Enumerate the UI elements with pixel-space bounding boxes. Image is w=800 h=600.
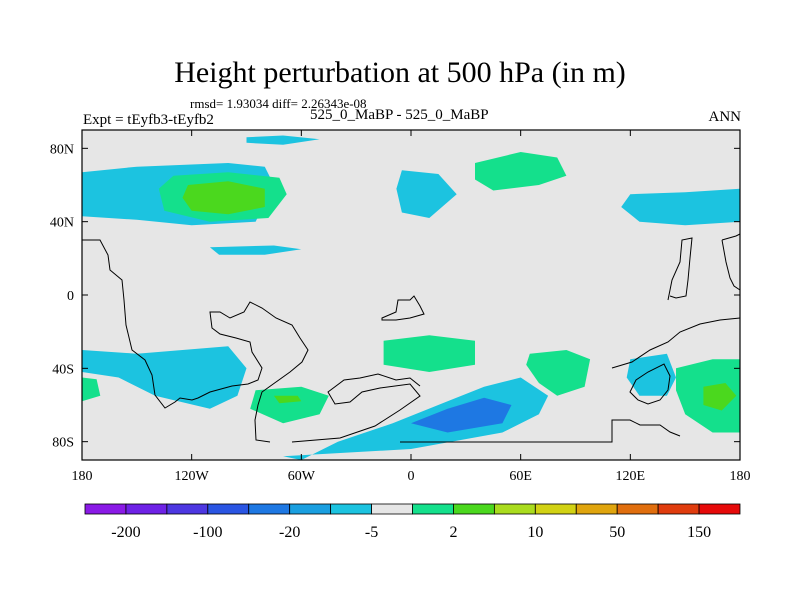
chart-title: Height perturbation at 500 hPa (in m) xyxy=(174,56,626,89)
colorbar-swatch xyxy=(616,503,659,515)
x-tick-label: 120E xyxy=(616,469,646,484)
contour-fill-3 xyxy=(246,135,320,145)
colorbar-label: 50 xyxy=(609,524,625,541)
coastline-south-america xyxy=(82,239,309,443)
x-tick-label: 60W xyxy=(288,469,316,484)
colorbar-swatch xyxy=(657,503,700,515)
colorbar-swatch xyxy=(493,503,536,515)
colorbar-swatch xyxy=(575,503,618,515)
x-tick-label: 180 xyxy=(730,469,751,484)
coastlines xyxy=(82,233,741,443)
contour-fill-5 xyxy=(475,152,567,191)
coastline-antarctica-edge xyxy=(400,419,681,443)
experiment-label: Expt = tEyfb3-tEyfb2 xyxy=(83,112,214,128)
contour-fill-18 xyxy=(82,377,101,402)
colorbar-swatch xyxy=(412,503,454,515)
coastline-africa xyxy=(291,373,421,443)
contour-fill-13 xyxy=(283,377,549,460)
contour-fill-4 xyxy=(396,170,457,218)
y-tick-label: 0 xyxy=(67,289,74,304)
coastline-equatorial xyxy=(381,295,425,321)
x-axis: 180 120W 60W 0 60E 120E 180 xyxy=(72,130,751,484)
colorbar-swatch xyxy=(534,503,577,515)
colorbar-label: 10 xyxy=(527,524,543,541)
colorbar-swatch xyxy=(330,503,372,515)
colorbar-label: -100 xyxy=(193,524,222,541)
x-tick-label: 180 xyxy=(72,469,93,484)
x-tick-label: 60E xyxy=(509,469,532,484)
colorbar-swatch xyxy=(207,503,250,515)
contour-fills xyxy=(82,135,740,460)
colorbar-label: -20 xyxy=(279,524,300,541)
y-tick-label: 40N xyxy=(50,216,74,231)
contour-fill-12 xyxy=(526,350,591,396)
colorbar-label: -5 xyxy=(365,524,378,541)
case-label: 525_0_MaBP - 525_0_MaBP xyxy=(310,107,489,123)
y-tick-label: 40S xyxy=(52,362,74,377)
contour-fill-8 xyxy=(82,346,247,409)
contour-fill-10 xyxy=(273,395,302,404)
y-tick-label: 80S xyxy=(52,436,74,451)
contour-fill-11 xyxy=(383,335,475,372)
contour-fill-17 xyxy=(703,383,737,411)
y-tick-label: 80N xyxy=(50,142,74,157)
colorbar-swatch xyxy=(289,503,332,515)
coastline-asia-pacific xyxy=(611,237,741,369)
colorbar-swatch xyxy=(371,503,413,515)
x-tick-label: 0 xyxy=(408,469,415,484)
contour-fill-7 xyxy=(209,245,302,255)
colorbar-label: 2 xyxy=(449,524,457,541)
colorbar: -200 -100 -20 -5 2 10 50 150 xyxy=(84,503,741,541)
contour-fill-14 xyxy=(411,397,512,433)
colorbar-swatch xyxy=(453,503,495,515)
season-label: ANN xyxy=(708,109,742,125)
colorbar-label: 150 xyxy=(687,524,711,541)
colorbar-swatch xyxy=(125,503,168,515)
colorbar-swatch xyxy=(166,503,209,515)
coastline-southern-islands xyxy=(629,363,671,405)
contour-fill-9 xyxy=(250,386,329,424)
y-axis: 80N 40N 0 40S 80S xyxy=(50,142,740,451)
colorbar-swatch xyxy=(84,503,127,515)
colorbar-swatch xyxy=(698,503,741,515)
contour-fill-2 xyxy=(182,181,265,215)
x-tick-label: 120W xyxy=(175,469,210,484)
contour-fill-6 xyxy=(621,188,740,226)
colorbar-swatch xyxy=(248,503,291,515)
colorbar-label: -200 xyxy=(111,524,140,541)
coastline-east-pacific xyxy=(721,233,741,291)
rmsd-label: rmsd= 1.93034 diff= 2.26343e-08 xyxy=(190,96,367,111)
